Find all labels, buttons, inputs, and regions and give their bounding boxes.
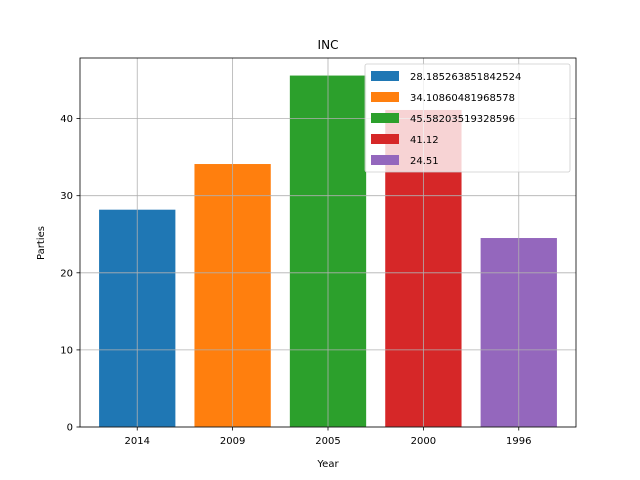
ticks: 2014 2009 2005 2000 1996 0 10 20 30 40 [60, 114, 531, 447]
legend-swatch [371, 155, 399, 165]
y-tick-label: 30 [60, 191, 73, 202]
x-axis-label: Year [316, 459, 339, 470]
legend-swatch [371, 92, 399, 102]
legend-entry: 34.10860481968578 [410, 93, 515, 104]
x-tick-label: 2014 [125, 436, 150, 447]
x-tick-label: 2009 [220, 436, 245, 447]
x-tick-label: 2005 [315, 436, 340, 447]
y-tick-label: 10 [60, 345, 73, 356]
legend-entry: 28.185263851842524 [410, 72, 521, 83]
legend-swatch [371, 134, 399, 144]
y-tick-label: 0 [67, 423, 73, 434]
x-tick-label: 1996 [506, 436, 531, 447]
y-tick-label: 40 [60, 114, 73, 125]
legend-entry: 45.58203519328596 [410, 114, 515, 125]
legend-entry: 24.51 [410, 156, 439, 167]
legend-entry: 41.12 [410, 135, 439, 146]
legend-swatch [371, 71, 399, 81]
x-tick-label: 2000 [411, 436, 436, 447]
chart-title: INC [318, 38, 339, 52]
legend-swatch [371, 113, 399, 123]
y-axis-label: Parties [36, 226, 47, 260]
y-tick-label: 20 [60, 268, 73, 279]
legend: 28.185263851842524 34.10860481968578 45.58… [364, 63, 571, 173]
legend-box [364, 63, 571, 173]
